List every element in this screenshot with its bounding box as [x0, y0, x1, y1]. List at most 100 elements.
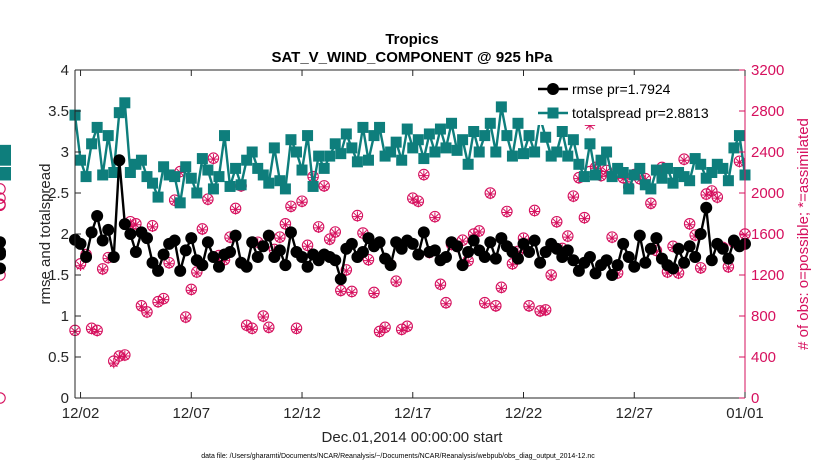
totalspread-point [678, 171, 690, 183]
rmse-point [451, 240, 464, 253]
totalspread-point [279, 183, 291, 195]
totalspread-point [102, 130, 114, 142]
totalspread-point [324, 150, 336, 162]
obs-assimilated-point [186, 285, 197, 296]
y-right-tick-label: 400 [751, 349, 776, 366]
rmse-point [96, 234, 109, 247]
totalspread-point [407, 142, 419, 154]
obs-assimilated-point [634, 174, 645, 185]
totalspread-point [263, 177, 275, 189]
rmse-point [329, 254, 342, 267]
x-tick-label: 12/07 [173, 405, 211, 422]
obs-assimilated-point [723, 262, 734, 274]
totalspread-point [495, 101, 507, 113]
obs-possible-point [0, 269, 6, 281]
obs-assimilated-point [91, 326, 103, 337]
obs-assimilated-point [507, 259, 518, 270]
y-tick-label: 1 [61, 308, 69, 325]
totalspread-point [307, 180, 319, 192]
obs-assimilated-point [175, 167, 186, 178]
obs-assimilated-point [457, 235, 468, 247]
totalspread-point [252, 162, 264, 174]
obs-assimilated-point [673, 268, 684, 280]
totalspread-point [241, 154, 253, 166]
x-tick-label: 12/27 [615, 405, 653, 422]
obs-assimilated-point [341, 265, 352, 277]
rmse-point [373, 236, 386, 249]
rmse-point [168, 234, 181, 247]
legend-marker-rmse [547, 83, 559, 95]
totalspread-point [545, 150, 557, 162]
obs-assimilated-point [197, 224, 208, 236]
totalspread-point [135, 154, 147, 166]
totalspread-point [706, 167, 718, 178]
legend-marker-totalspread [547, 107, 559, 119]
rmse-point [639, 256, 652, 269]
totalspread-point [457, 134, 469, 146]
totalspread-point [717, 162, 729, 174]
totalspread-point [290, 146, 302, 158]
obs-assimilated-point [579, 213, 590, 224]
totalspread-point [645, 183, 657, 195]
obs-assimilated-point [545, 270, 557, 282]
rmse-point [196, 259, 209, 272]
totalspread-point [268, 142, 280, 154]
obs-assimilated-point [645, 199, 657, 210]
totalspread-point [518, 148, 530, 160]
obs-assimilated-point [568, 191, 579, 203]
y-tick-label: 1.5 [48, 267, 69, 284]
legend: rmse pr=1.7924 totalspread pr=2.8813 [530, 75, 735, 125]
axes: 12/02 12/07 12/12 12/17 12/22 12/27 01/0100.51… [48, 62, 784, 422]
y-right-tick-label: 2400 [751, 144, 784, 161]
rmse-point [356, 246, 369, 259]
totalspread-point [318, 162, 330, 174]
rmse-point [462, 246, 475, 259]
obs-assimilated-point [158, 294, 169, 305]
obs-assimilated-point [258, 311, 269, 323]
totalspread-point [230, 162, 242, 174]
rmse-point [240, 260, 253, 273]
rmse-point [152, 264, 165, 277]
rmse-point [224, 246, 237, 259]
totalspread-point [379, 150, 391, 162]
totalspread-point [612, 162, 624, 174]
totalspread-point [468, 126, 480, 137]
obs-assimilated-point [701, 189, 712, 201]
rmse-point [672, 242, 685, 255]
rmse-point [301, 260, 314, 273]
obs-assimilated-point [335, 286, 346, 297]
obs-assimilated-point [285, 202, 297, 213]
totalspread-point [124, 167, 136, 178]
totalspread-point [91, 121, 103, 133]
totalspread-point [97, 169, 109, 181]
rmse-point [174, 264, 187, 277]
obs-assimilated-point [435, 280, 446, 291]
rmse-point [251, 250, 264, 263]
obs-assimilated-point [280, 219, 291, 230]
totalspread-point [667, 177, 679, 189]
rmse-point [611, 259, 624, 272]
rmse-point [511, 252, 524, 265]
totalspread-point [412, 134, 424, 146]
totalspread-point [147, 177, 159, 189]
rmse-point [345, 237, 358, 250]
totalspread-point [351, 156, 363, 168]
obs-possible-point [0, 392, 6, 404]
totalspread-point [390, 136, 402, 148]
y-right-tick-label: 1200 [751, 267, 784, 284]
y-right-axis-title: # of obs: o=possible; *=assimilated [795, 118, 812, 350]
obs-assimilated-point [141, 307, 153, 319]
rmse-point [683, 240, 696, 253]
totalspread-point [512, 117, 524, 129]
chart-title: Tropics [385, 31, 438, 48]
obs-assimilated-point [86, 324, 97, 335]
obs-assimilated-point [291, 324, 302, 335]
obs-assimilated-point [407, 193, 418, 205]
x-tick-label: 12/12 [283, 405, 321, 422]
rmse-point [439, 250, 452, 263]
obs-assimilated-point [313, 222, 324, 234]
chart-subtitle: SAT_V_WIND_COMPONENT @ 925 hPa [271, 49, 553, 66]
rmse-point [406, 237, 419, 250]
totalspread-point [80, 171, 92, 183]
